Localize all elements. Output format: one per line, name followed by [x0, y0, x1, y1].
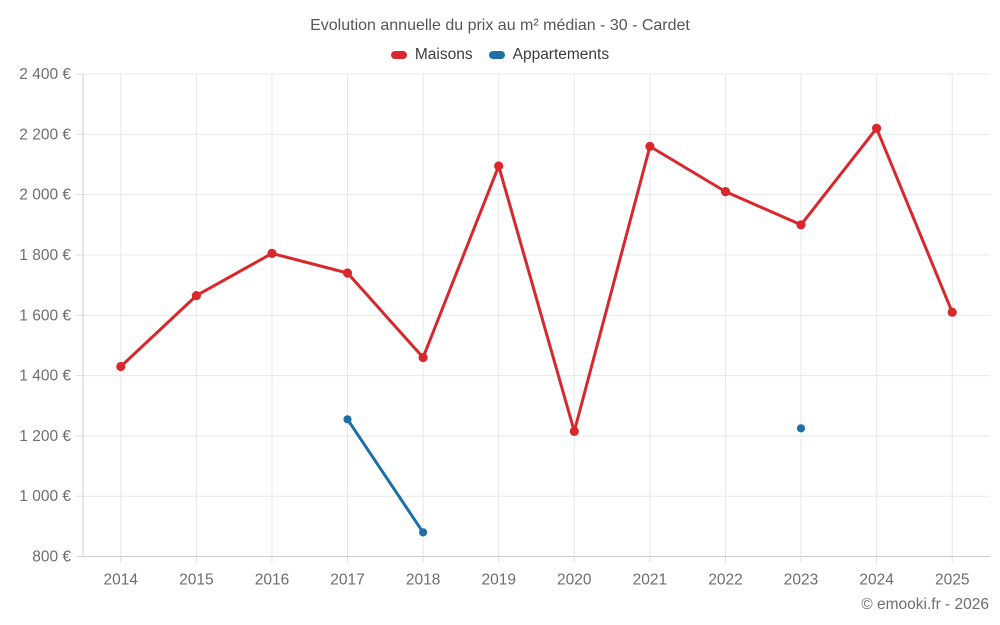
data-point-maisons-2022[interactable] [720, 187, 731, 197]
data-point-maisons-2015[interactable] [191, 291, 201, 301]
data-point-maisons-2021[interactable] [645, 141, 655, 151]
y-axis-label: 2 400 € [19, 66, 71, 83]
x-axis-label: 2021 [633, 572, 667, 589]
x-axis-label: 2016 [255, 572, 289, 589]
data-point-maisons-2016[interactable] [267, 248, 277, 258]
chart-title: Evolution annuelle du prix au m² médian … [310, 17, 690, 34]
x-axis-label: 2014 [104, 572, 139, 589]
y-axis-label: 1 400 € [19, 368, 71, 385]
appartements-series-swatch-icon [488, 51, 505, 59]
maisons-series-swatch-icon [390, 51, 407, 59]
data-point-maisons-2017[interactable] [342, 268, 353, 278]
legend-item-appartements[interactable]: Appartements [488, 46, 610, 64]
data-point-maisons-2014[interactable] [116, 361, 126, 372]
copyright-text: © emooki.fr - 2026 [861, 596, 989, 613]
legend: Maisons Appartements [0, 46, 1000, 64]
data-point-appartements-2023[interactable] [796, 424, 806, 433]
data-point-maisons-2025[interactable] [947, 307, 957, 317]
y-axis-label: 2 200 € [19, 126, 71, 143]
y-axis-label: 1 000 € [19, 488, 71, 505]
legend-label-appartements: Appartements [512, 46, 610, 63]
y-axis-label: 1 600 € [19, 307, 71, 324]
x-axis-label: 2018 [406, 572, 440, 589]
x-axis-label: 2017 [330, 572, 364, 589]
x-axis-label: 2025 [935, 572, 969, 589]
data-point-maisons-2018[interactable] [418, 352, 428, 363]
data-point-maisons-2024[interactable] [872, 123, 882, 133]
x-axis-label: 2020 [557, 572, 592, 589]
x-axis-label: 2022 [708, 572, 742, 589]
legend-item-maisons[interactable]: Maisons [390, 46, 473, 64]
x-axis-label: 2024 [859, 572, 894, 589]
legend-label-maisons: Maisons [414, 46, 473, 63]
data-point-maisons-2023[interactable] [796, 220, 806, 230]
y-axis-label: 2 000 € [19, 187, 71, 204]
x-axis-label: 2015 [179, 572, 213, 589]
data-point-appartements-2017[interactable] [343, 415, 352, 424]
data-point-maisons-2020[interactable] [569, 426, 579, 436]
data-point-maisons-2019[interactable] [494, 161, 504, 171]
x-axis-label: 2023 [784, 572, 818, 589]
x-axis-label: 2019 [481, 572, 515, 589]
y-axis-label: 800 € [32, 549, 71, 566]
y-axis-label: 1 800 € [19, 247, 71, 264]
y-axis-label: 1 200 € [19, 428, 71, 445]
data-point-appartements-2018[interactable] [419, 528, 428, 537]
series-line-maisons [119, 126, 954, 433]
